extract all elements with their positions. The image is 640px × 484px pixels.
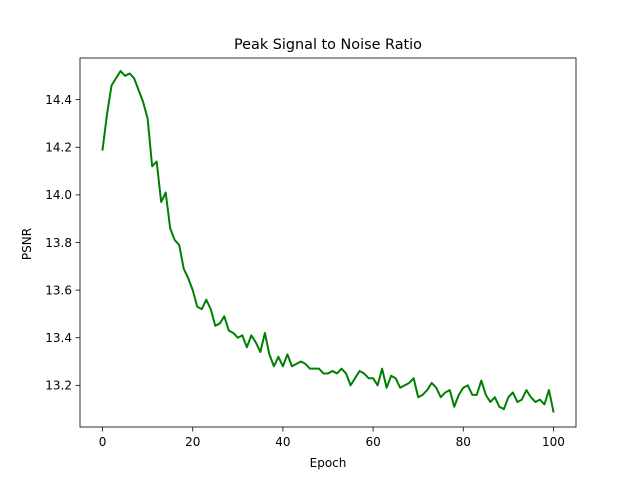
x-tick-label: 40 xyxy=(275,435,290,449)
y-axis-label: PSNR xyxy=(20,228,34,260)
x-tick-label: 100 xyxy=(542,435,565,449)
y-tick-label: 13.8 xyxy=(45,236,72,250)
y-tick-label: 13.2 xyxy=(45,379,72,393)
chart-title: Peak Signal to Noise Ratio xyxy=(234,37,422,53)
x-tick-label: 20 xyxy=(185,435,200,449)
x-tick-label: 80 xyxy=(456,435,471,449)
x-tick-label: 0 xyxy=(99,435,107,449)
series-line-0 xyxy=(101,70,555,413)
y-tick-label: 14.4 xyxy=(45,93,72,107)
x-tick-label: 60 xyxy=(365,435,380,449)
x-axis-label: Epoch xyxy=(310,456,347,470)
y-tick-label: 13.6 xyxy=(45,283,72,297)
plot-area: 0 20 40 60 80 100 13.2 13.4 13.6 13.8 14.0 14.2 14.4 xyxy=(45,57,577,449)
y-tick-label: 14.2 xyxy=(45,141,72,155)
y-tick-label: 13.4 xyxy=(45,331,72,345)
axes-frame xyxy=(79,57,577,428)
y-tick-label: 14.0 xyxy=(45,188,72,202)
